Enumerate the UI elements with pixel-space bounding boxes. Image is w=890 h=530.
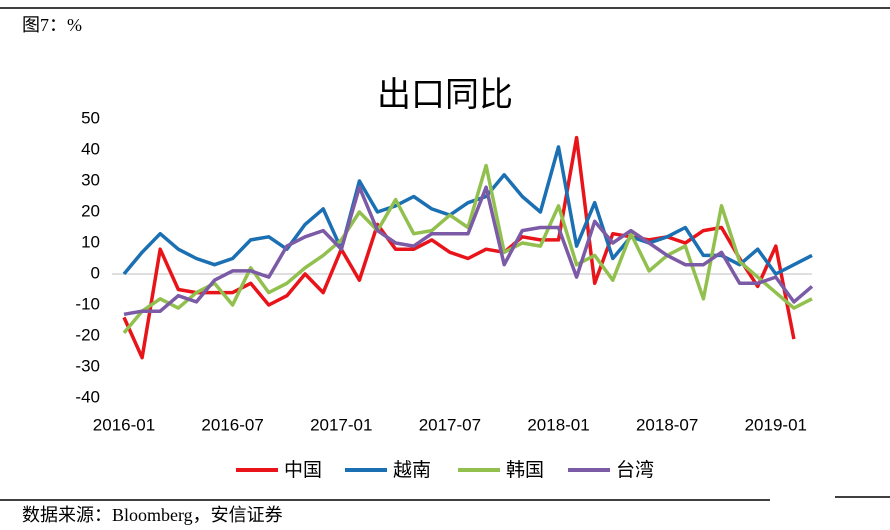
x-tick-label: 2019-01 — [745, 415, 807, 434]
y-tick-label: 0 — [91, 263, 100, 282]
legend-label: 韩国 — [506, 459, 544, 481]
legend-label: 台湾 — [616, 459, 654, 481]
y-tick-label: -20 — [75, 325, 100, 344]
x-tick-label: 2018-07 — [636, 415, 698, 434]
y-tick-label: -40 — [75, 387, 100, 406]
y-tick-label: 40 — [81, 139, 100, 158]
x-tick-label: 2018-01 — [527, 415, 589, 434]
y-tick-label: 20 — [81, 201, 100, 220]
series-line — [122, 135, 796, 360]
figure-header: 图7：% — [22, 15, 82, 35]
legend-label: 中国 — [284, 459, 322, 481]
y-tick-label: 30 — [81, 170, 100, 189]
series-line — [123, 185, 814, 317]
y-tick-label: -10 — [75, 294, 100, 313]
x-tick-label: 2016-01 — [93, 415, 155, 434]
legend-label: 越南 — [393, 459, 431, 481]
series-line — [122, 163, 813, 335]
y-tick-label: 50 — [81, 108, 100, 127]
y-tick-label: -30 — [75, 356, 100, 375]
x-tick-label: 2017-01 — [310, 415, 372, 434]
series-line — [122, 145, 813, 276]
y-tick-label: 10 — [81, 232, 100, 251]
source-note: 数据来源：Bloomberg，安信证券 — [22, 505, 283, 525]
x-tick-label: 2017-07 — [419, 415, 481, 434]
x-tick-label: 2016-07 — [201, 415, 263, 434]
chart-title: 出口同比 — [377, 76, 513, 114]
